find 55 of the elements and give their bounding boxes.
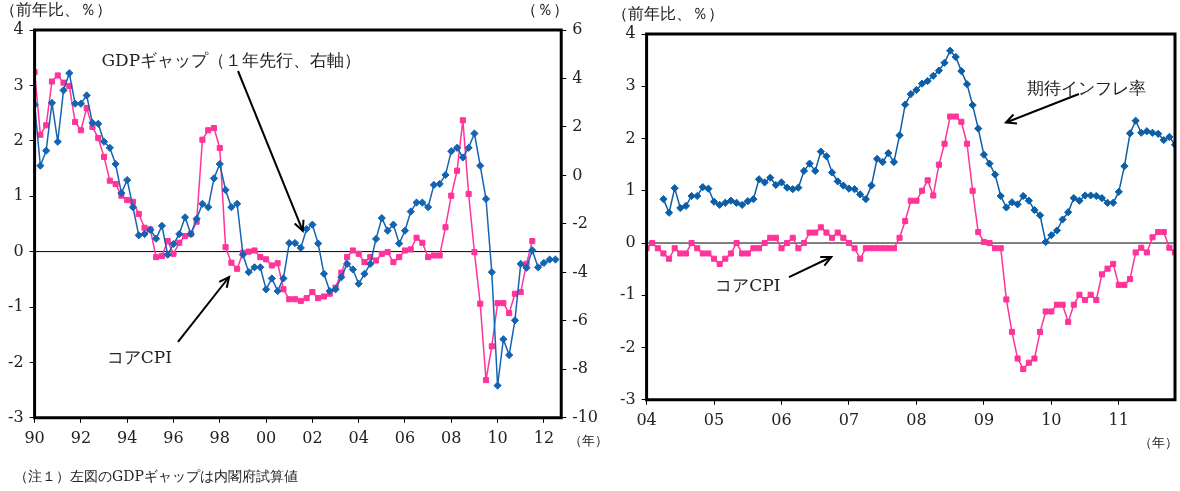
y2-axis-title: （％） <box>521 0 570 21</box>
x-tick-label: 08 <box>906 409 927 429</box>
x-tick-label: 94 <box>117 427 138 447</box>
series-label: 期待インフレ率 <box>1027 77 1147 101</box>
text: （注１）左図のGDPギャップは内閣府試算値 <box>14 468 298 486</box>
x-tick-label: 05 <box>703 409 725 429</box>
x-tick-label: 00 <box>255 427 277 447</box>
x-tick-label: 11 <box>1108 409 1129 429</box>
y-tick-label: 1 <box>625 179 636 199</box>
x-tick-label: 96 <box>163 427 184 447</box>
x-tick-label: 09 <box>973 409 995 429</box>
y-tick-label: 3 <box>13 74 24 94</box>
y-tick-label: -1 <box>7 296 24 316</box>
x-tick-label: 10 <box>487 427 508 447</box>
series-label: GDPギャップ（１年先行、右軸） <box>101 49 362 73</box>
y2-tick-label: 4 <box>572 67 583 87</box>
y-tick-label: 3 <box>625 75 636 95</box>
y-tick-label: -2 <box>7 351 24 371</box>
y2-tick-label: -8 <box>572 358 588 378</box>
x-tick-label: 02 <box>302 427 323 447</box>
text: コアCPI <box>106 345 172 369</box>
y2-tick-label: -2 <box>572 213 588 233</box>
x-axis-title: （年） <box>569 431 609 450</box>
y-tick-label: 2 <box>13 129 24 149</box>
x-tick-label: 07 <box>838 409 860 429</box>
x-tick-label: 98 <box>209 427 230 447</box>
x-tick-label: 90 <box>24 427 45 447</box>
y2-tick-label: 0 <box>572 164 583 184</box>
x-tick-label: 92 <box>70 427 92 447</box>
y-tick-label: -2 <box>619 336 636 356</box>
y-axis-title: （前年比、％） <box>0 0 112 21</box>
y-tick-label: 0 <box>625 232 636 252</box>
series-label: コアCPI <box>715 273 781 297</box>
x-tick-label: 04 <box>636 409 657 429</box>
x-tick-label: 06 <box>394 427 416 447</box>
y-tick-label: -3 <box>619 388 636 408</box>
y2-tick-label: -6 <box>572 310 588 330</box>
y-tick-label: -3 <box>7 406 24 426</box>
y-axis-title: （前年比、％） <box>612 4 724 25</box>
x-tick-label: 08 <box>441 427 462 447</box>
y-tick-label: 4 <box>13 19 24 39</box>
y-tick-label: -1 <box>619 284 636 304</box>
x-tick-label: 06 <box>771 409 792 429</box>
x-tick-label: 10 <box>1041 409 1062 429</box>
y2-tick-label: 2 <box>572 116 583 136</box>
y-tick-label: 4 <box>625 23 636 43</box>
y-tick-label: 0 <box>13 240 24 260</box>
y2-tick-label: -4 <box>572 261 588 281</box>
y-tick-label: 1 <box>13 185 24 205</box>
y2-tick-label: -10 <box>572 406 598 426</box>
x-tick-label: 12 <box>533 427 555 447</box>
x-axis-title: （年） <box>1139 433 1178 452</box>
x-tick-label: 04 <box>348 427 369 447</box>
y-tick-label: 2 <box>625 127 636 147</box>
y2-tick-label: 6 <box>572 19 583 39</box>
